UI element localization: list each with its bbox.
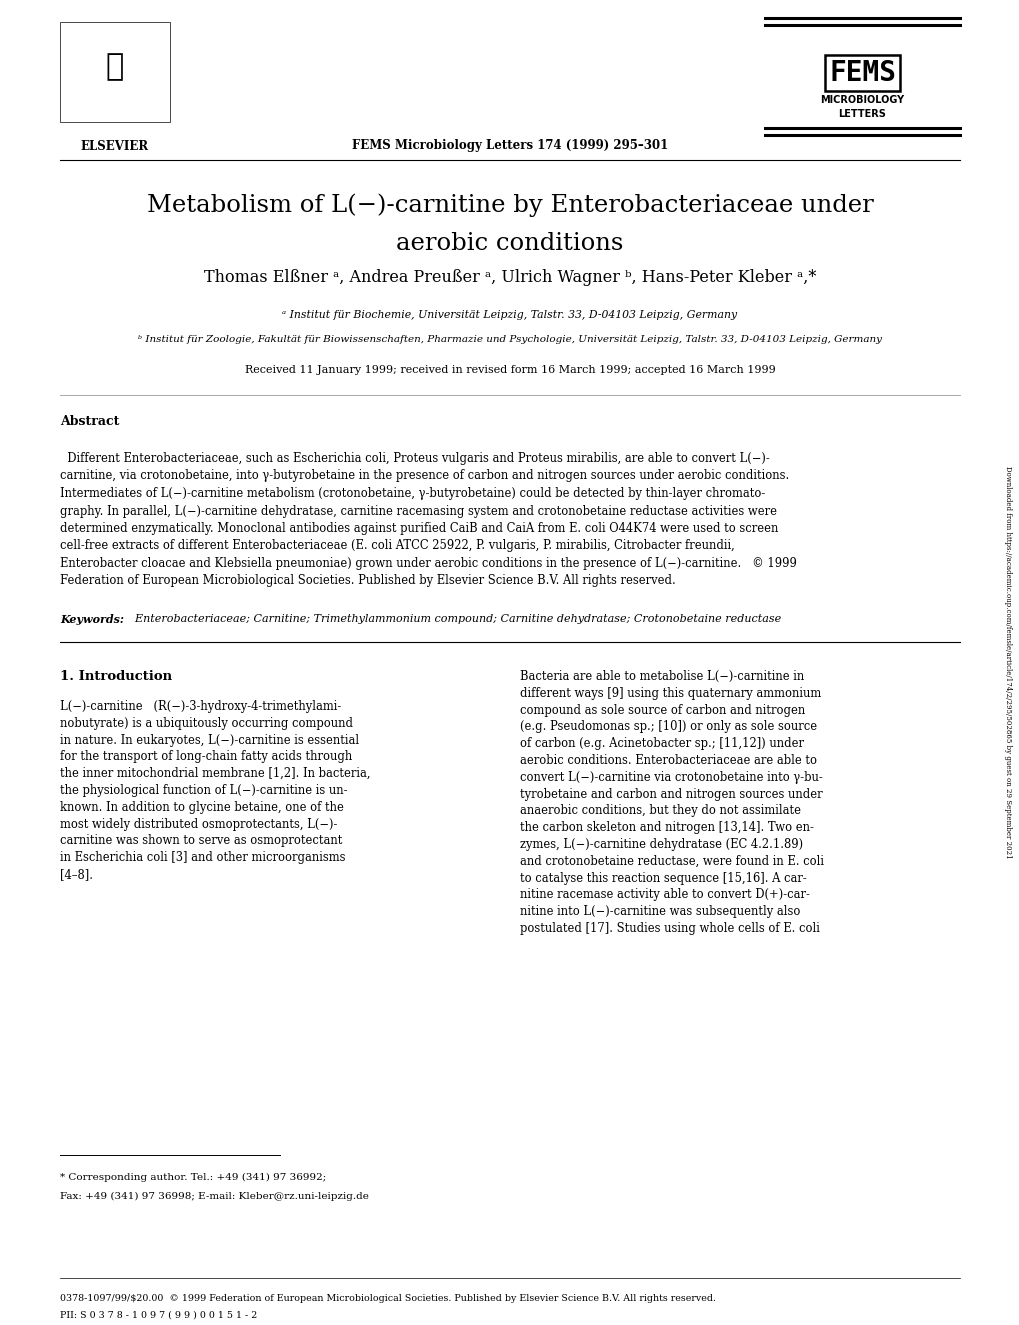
Text: Received 11 January 1999; received in revised form 16 March 1999; accepted 16 Ma: Received 11 January 1999; received in re…	[245, 364, 774, 375]
Text: Fax: +49 (341) 97 36998; E-mail: Kleber@rz.uni-leipzig.de: Fax: +49 (341) 97 36998; E-mail: Kleber@…	[60, 1192, 369, 1202]
Text: nobutyrate) is a ubiquitously occurring compound: nobutyrate) is a ubiquitously occurring …	[60, 717, 353, 730]
Text: different ways [9] using this quaternary ammonium: different ways [9] using this quaternary…	[520, 686, 820, 700]
Text: in Escherichia coli [3] and other microorganisms: in Escherichia coli [3] and other microo…	[60, 851, 345, 864]
Text: * Corresponding author. Tel.: +49 (341) 97 36992;: * Corresponding author. Tel.: +49 (341) …	[60, 1173, 326, 1182]
Text: FEMS Microbiology Letters 174 (1999) 295–301: FEMS Microbiology Letters 174 (1999) 295…	[352, 139, 667, 151]
Text: Metabolism of L(−)-carnitine by Enterobacteriaceae under: Metabolism of L(−)-carnitine by Enteroba…	[147, 193, 872, 217]
Text: Bacteria are able to metabolise L(−)-carnitine in: Bacteria are able to metabolise L(−)-car…	[520, 670, 803, 682]
Text: carnitine, via crotonobetaine, into γ-butyrobetaine in the presence of carbon an: carnitine, via crotonobetaine, into γ-bu…	[60, 469, 789, 482]
Text: (e.g. Pseudomonas sp.; [10]) or only as sole source: (e.g. Pseudomonas sp.; [10]) or only as …	[520, 721, 816, 734]
Text: [4–8].: [4–8].	[60, 868, 93, 881]
Text: the inner mitochondrial membrane [1,2]. In bacteria,: the inner mitochondrial membrane [1,2]. …	[60, 767, 370, 780]
Text: Keywords:: Keywords:	[60, 613, 124, 625]
Text: Downloaded from https://academic.oup.com/femsle/article/174/2/295/502865 by gues: Downloaded from https://academic.oup.com…	[1003, 466, 1011, 859]
Text: for the transport of long-chain fatty acids through: for the transport of long-chain fatty ac…	[60, 750, 352, 763]
Text: Federation of European Microbiological Societies. Published by Elsevier Science : Federation of European Microbiological S…	[60, 575, 676, 587]
Text: and crotonobetaine reductase, were found in E. coli: and crotonobetaine reductase, were found…	[520, 855, 823, 868]
Text: 🌲: 🌲	[106, 53, 124, 82]
Text: graphy. In parallel, L(−)-carnitine dehydratase, carnitine racemasing system and: graphy. In parallel, L(−)-carnitine dehy…	[60, 505, 776, 518]
Text: Enterobacteriaceae; Carnitine; Trimethylammonium compound; Carnitine dehydratase: Enterobacteriaceae; Carnitine; Trimethyl…	[127, 613, 781, 624]
Text: L(−)-carnitine   (R(−)-3-hydroxy-4-trimethylami-: L(−)-carnitine (R(−)-3-hydroxy-4-trimeth…	[60, 700, 341, 713]
Text: in nature. In eukaryotes, L(−)-carnitine is essential: in nature. In eukaryotes, L(−)-carnitine…	[60, 734, 359, 746]
Text: 0378-1097/99/$20.00  © 1999 Federation of European Microbiological Societies. Pu: 0378-1097/99/$20.00 © 1999 Federation of…	[60, 1295, 715, 1302]
Text: Thomas Elßner ᵃ, Andrea Preußer ᵃ, Ulrich Wagner ᵇ, Hans-Peter Kleber ᵃ,*: Thomas Elßner ᵃ, Andrea Preußer ᵃ, Ulric…	[204, 269, 815, 286]
Text: the physiological function of L(−)-carnitine is un-: the physiological function of L(−)-carni…	[60, 784, 347, 798]
Text: 1. Introduction: 1. Introduction	[60, 670, 172, 682]
Text: of carbon (e.g. Acinetobacter sp.; [11,12]) under: of carbon (e.g. Acinetobacter sp.; [11,1…	[520, 737, 803, 750]
Text: Different Enterobacteriaceae, such as Escherichia coli, Proteus vulgaris and Pro: Different Enterobacteriaceae, such as Es…	[60, 452, 769, 465]
Text: the carbon skeleton and nitrogen [13,14]. Two en-: the carbon skeleton and nitrogen [13,14]…	[520, 822, 813, 835]
Text: FEMS: FEMS	[828, 60, 895, 87]
Text: ᵇ Institut für Zoologie, Fakultät für Biowissenschaften, Pharmazie und Psycholog: ᵇ Institut für Zoologie, Fakultät für Bi…	[138, 335, 881, 345]
Text: ELSEVIER: ELSEVIER	[81, 140, 149, 152]
Text: zymes, L(−)-carnitine dehydratase (EC 4.2.1.89): zymes, L(−)-carnitine dehydratase (EC 4.…	[520, 837, 802, 851]
Text: compound as sole source of carbon and nitrogen: compound as sole source of carbon and ni…	[520, 704, 804, 717]
Text: ᵃ Institut für Biochemie, Universität Leipzig, Talstr. 33, D-04103 Leipzig, Germ: ᵃ Institut für Biochemie, Universität Le…	[282, 310, 737, 321]
Text: Intermediates of L(−)-carnitine metabolism (crotonobetaine, γ-butyrobetaine) cou: Intermediates of L(−)-carnitine metaboli…	[60, 488, 764, 500]
Text: aerobic conditions. Enterobacteriaceae are able to: aerobic conditions. Enterobacteriaceae a…	[520, 754, 816, 767]
Text: Abstract: Abstract	[60, 415, 119, 428]
Text: nitine into L(−)-carnitine was subsequently also: nitine into L(−)-carnitine was subsequen…	[520, 905, 800, 918]
Text: known. In addition to glycine betaine, one of the: known. In addition to glycine betaine, o…	[60, 800, 343, 814]
Text: cell-free extracts of different Enterobacteriaceae (E. coli ATCC 25922, P. vulga: cell-free extracts of different Enteroba…	[60, 539, 734, 553]
Text: LETTERS: LETTERS	[838, 109, 886, 119]
Text: carnitine was shown to serve as osmoprotectant: carnitine was shown to serve as osmoprot…	[60, 835, 342, 848]
Text: postulated [17]. Studies using whole cells of E. coli: postulated [17]. Studies using whole cel…	[520, 922, 819, 935]
Text: determined enzymatically. Monoclonal antibodies against purified CaiB and CaiA f: determined enzymatically. Monoclonal ant…	[60, 522, 777, 535]
Text: nitine racemase activity able to convert D(+)-car-: nitine racemase activity able to convert…	[520, 888, 809, 901]
Text: convert L(−)-carnitine via crotonobetaine into γ-bu-: convert L(−)-carnitine via crotonobetain…	[520, 771, 822, 784]
Text: anaerobic conditions, but they do not assimilate: anaerobic conditions, but they do not as…	[520, 804, 800, 818]
Text: Enterobacter cloacae and Klebsiella pneumoniae) grown under aerobic conditions i: Enterobacter cloacae and Klebsiella pneu…	[60, 556, 796, 570]
Text: tyrobetaine and carbon and nitrogen sources under: tyrobetaine and carbon and nitrogen sour…	[520, 787, 821, 800]
Text: most widely distributed osmoprotectants, L(−)-: most widely distributed osmoprotectants,…	[60, 818, 337, 831]
Text: MICROBIOLOGY: MICROBIOLOGY	[819, 95, 904, 105]
Text: to catalyse this reaction sequence [15,16]. A car-: to catalyse this reaction sequence [15,1…	[520, 872, 806, 885]
Text: PII: S 0 3 7 8 - 1 0 9 7 ( 9 9 ) 0 0 1 5 1 - 2: PII: S 0 3 7 8 - 1 0 9 7 ( 9 9 ) 0 0 1 5…	[60, 1310, 257, 1320]
Text: aerobic conditions: aerobic conditions	[396, 232, 623, 254]
Bar	[60, 23, 170, 122]
